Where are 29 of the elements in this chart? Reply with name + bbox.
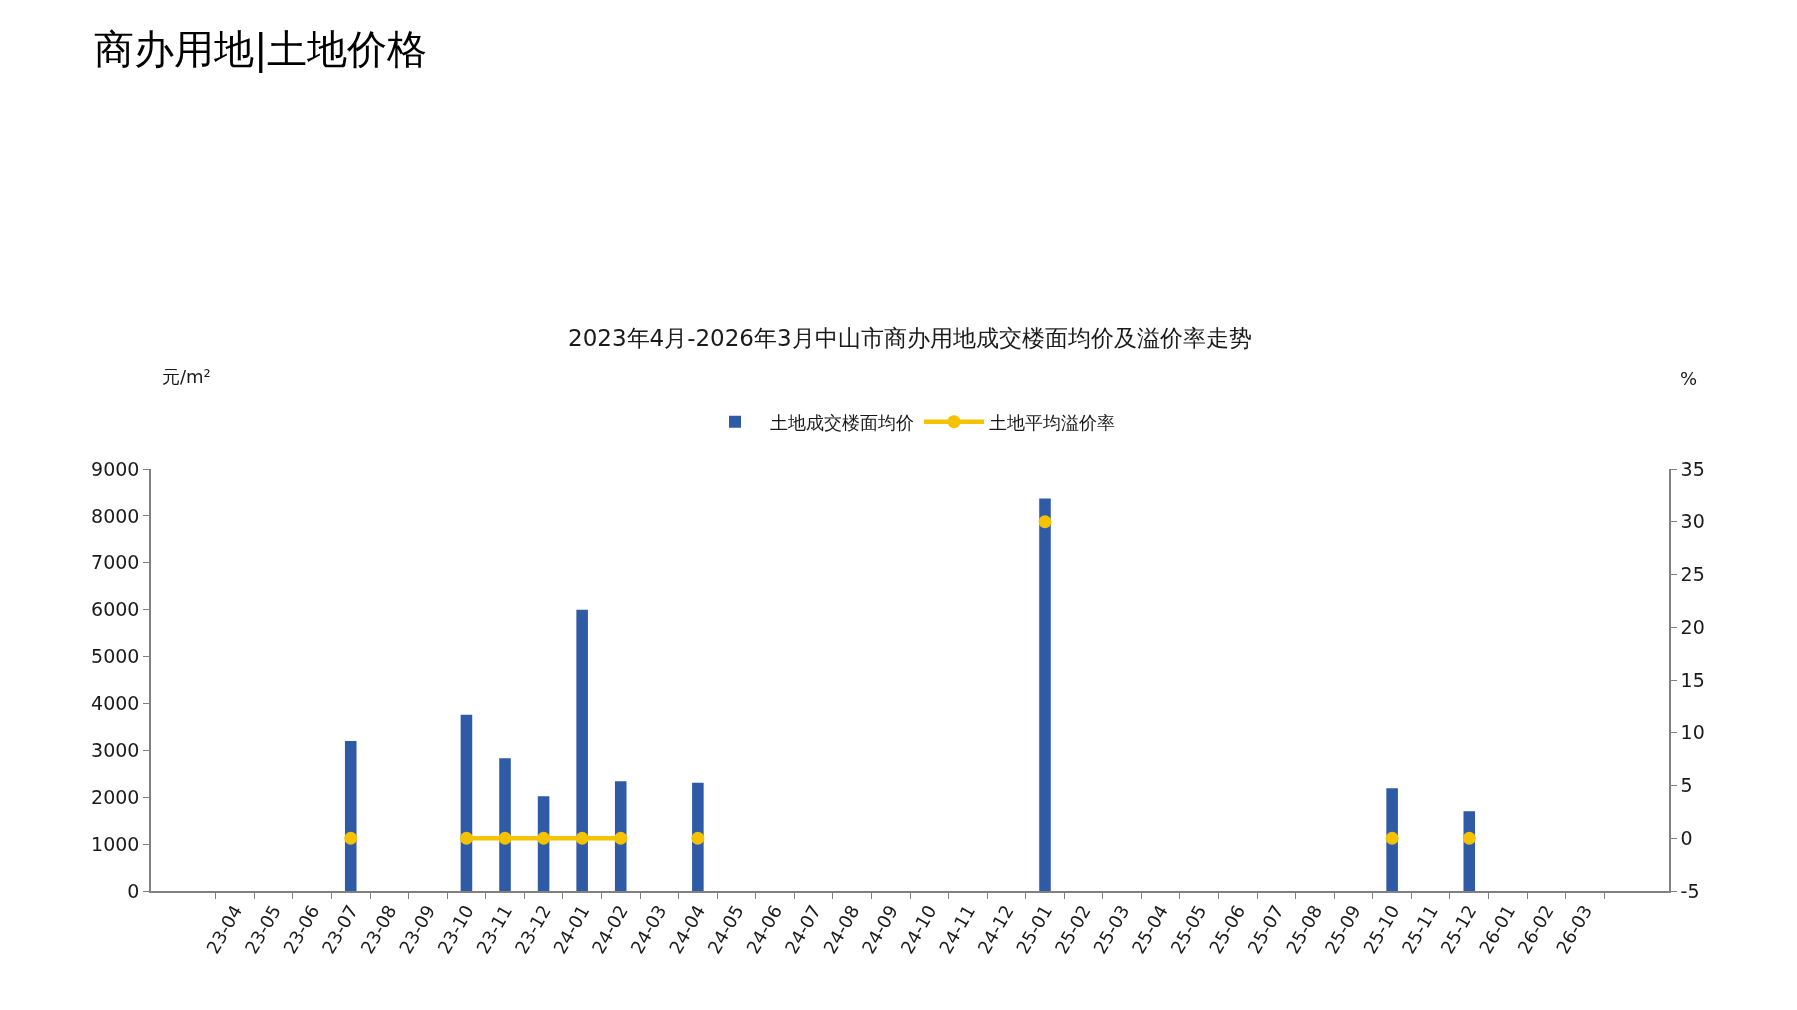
y2-tick-label: 20	[1680, 615, 1705, 638]
chart-subtitle: 2023年4月-2026年3月中山市商办用地成交楼面均价及溢价率走势	[568, 325, 1252, 351]
y-tick-label: 9000	[91, 457, 140, 480]
bar	[499, 758, 511, 891]
y-tick-label: 8000	[91, 504, 140, 527]
bar	[344, 740, 357, 891]
y2-tick-label: 30	[1680, 510, 1705, 533]
y-tick-label: 7000	[91, 551, 140, 574]
y-axis-title: 元/m²	[162, 366, 211, 387]
y2-tick-label: -5	[1680, 879, 1700, 902]
bar	[576, 609, 588, 891]
y2-tick-label: 25	[1680, 563, 1705, 586]
y2-tick-label: 0	[1680, 826, 1693, 849]
y-tick-label: 5000	[91, 645, 140, 668]
y-tick-label: 6000	[91, 598, 140, 621]
y-tick-label: 4000	[91, 692, 140, 715]
y2-axis-title: %	[1680, 368, 1698, 389]
legend-label: 土地平均溢价率	[989, 411, 1115, 433]
y2-tick-label: 5	[1680, 774, 1693, 797]
y-tick-label: 1000	[91, 832, 140, 855]
legend-label: 土地成交楼面均价	[770, 411, 914, 433]
y-tick-label: 2000	[91, 785, 140, 808]
y-tick-label: 0	[127, 879, 140, 902]
y2-tick-label: 35	[1680, 457, 1705, 480]
y-tick-label: 3000	[91, 738, 140, 761]
y2-tick-label: 15	[1680, 668, 1705, 691]
chart-title: 商办用地|土地价格	[94, 26, 428, 73]
y2-tick-label: 10	[1680, 721, 1705, 744]
bar	[1039, 498, 1051, 891]
